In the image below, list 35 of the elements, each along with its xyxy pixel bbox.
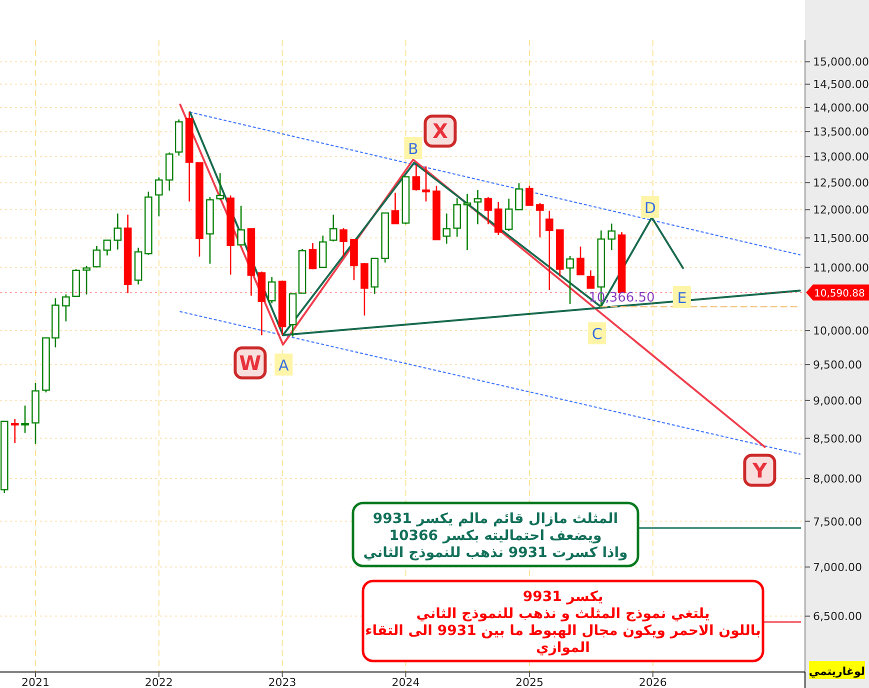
y-tick-label: 12,500.00 bbox=[813, 176, 869, 190]
x-tick-label: 2024 bbox=[392, 676, 420, 688]
annotation: يكسر 9931 يلتغي نموذج المثلث و نذهب للنموذج الثاني باللون الاحمر ويكون مجال الهبوط ما بين 9931 الى التقاء الموازي bbox=[365, 589, 761, 656]
y-tick-label: 11,500.00 bbox=[813, 232, 869, 245]
annotation: W bbox=[239, 350, 262, 375]
y-tick-label: 14,000.00 bbox=[813, 101, 869, 114]
y-tick-label: 13,500.00 bbox=[813, 126, 869, 139]
y-tick-label: 6,500.00 bbox=[813, 610, 862, 624]
ref-line-label: 10,590.88 bbox=[814, 288, 865, 300]
x-tick-label: 2023 bbox=[268, 676, 296, 688]
text: لوغاريتمي bbox=[808, 665, 866, 678]
annotation: C bbox=[592, 325, 602, 344]
y-tick-label: 9,000.00 bbox=[813, 394, 862, 408]
y-tick-label: 8,000.00 bbox=[813, 472, 862, 486]
y-tick-label: 11,000.00 bbox=[813, 261, 869, 274]
y-tick-label: 7,000.00 bbox=[813, 561, 862, 574]
annotation: A bbox=[278, 356, 290, 375]
annotation: B bbox=[408, 140, 418, 158]
y-tick-label: 12,000.00 bbox=[813, 204, 869, 217]
x-tick-label: 2022 bbox=[144, 676, 173, 688]
y-tick-label: 14,500.00 bbox=[813, 78, 869, 92]
annotation: المثلث مازال قائم مالم يكسر 9931 ويضعف احتماليته بكسر 10366 واذا كسرت 9931 نذهب للنموذج الثاني bbox=[363, 511, 628, 561]
y-tick-label: 15,000.00 bbox=[813, 56, 869, 69]
x-tick-label: 2026 bbox=[638, 676, 667, 688]
y-tick-label: 13,000.00 bbox=[813, 150, 869, 164]
annotation: D bbox=[644, 198, 656, 217]
annotation: E bbox=[677, 288, 687, 307]
annotation: Y bbox=[751, 458, 768, 482]
y-tick-label: 9,500.00 bbox=[813, 358, 862, 372]
y-tick-label: 7,500.00 bbox=[813, 515, 862, 528]
y-tick-label: 8,500.00 bbox=[813, 432, 862, 446]
x-tick-label: 2025 bbox=[515, 676, 544, 688]
y-tick-label: 10,000.00 bbox=[813, 324, 869, 338]
x-tick-label: 2021 bbox=[22, 676, 50, 688]
annotation: X bbox=[432, 119, 448, 144]
